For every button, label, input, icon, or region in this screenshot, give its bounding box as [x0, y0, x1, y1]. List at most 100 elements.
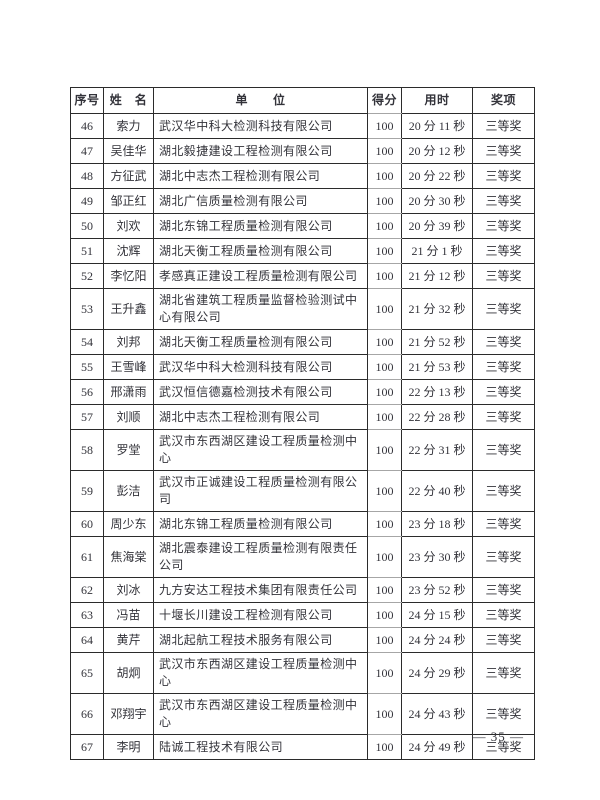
cell-no: 67 [70, 734, 104, 760]
cell-time: 24 分 24 秒 [401, 627, 473, 653]
cell-name: 刘顺 [103, 404, 154, 430]
table-row: 62 刘冰 九方安达工程技术集团有限责任公司 100 23 分 52 秒三等奖 [70, 577, 535, 603]
cell-time: 22 分 13 秒 [401, 379, 473, 405]
cell-no: 54 [70, 329, 104, 355]
cell-name: 王雪峰 [103, 354, 154, 380]
cell-award: 三等奖 [472, 163, 535, 189]
cell-name: 李忆阳 [103, 263, 154, 289]
cell-unit: 湖北东锦工程质量检测有限公司 [153, 511, 368, 537]
header-score: 得分 [367, 87, 402, 114]
cell-no: 58 [70, 429, 104, 471]
table-head: 序号姓 名单 位得分 用时 奖项 [70, 87, 535, 114]
cell-no: 63 [70, 602, 104, 628]
header-award: 奖项 [472, 87, 535, 114]
cell-score: 100 [367, 354, 402, 380]
cell-name: 刘冰 [103, 577, 154, 603]
cell-name: 邢潇雨 [103, 379, 154, 405]
cell-score: 100 [367, 379, 402, 405]
cell-unit: 湖北广信质量检测有限公司 [153, 188, 368, 214]
cell-name: 方征武 [103, 163, 154, 189]
header-no: 序号 [70, 87, 104, 114]
cell-score: 100 [367, 602, 402, 628]
cell-award: 三等奖 [472, 602, 535, 628]
cell-time: 23 分 18 秒 [401, 511, 473, 537]
table-row: 51 沈辉 湖北天衡工程质量检测有限公司 100 21 分 1 秒三等奖 [70, 238, 535, 264]
table-row: 48 方征武 湖北中志杰工程检测有限公司 100 20 分 22 秒三等奖 [70, 163, 535, 189]
table-row: 50 刘欢 湖北东锦工程质量检测有限公司 100 20 分 39 秒三等奖 [70, 213, 535, 239]
cell-name: 邓翔宇 [103, 693, 154, 735]
cell-name: 王升鑫 [103, 288, 154, 330]
page-number: — 35 — [472, 729, 524, 744]
cell-unit: 武汉恒信德嘉检测技术有限公司 [153, 379, 368, 405]
cell-award: 三等奖 [472, 627, 535, 653]
cell-no: 50 [70, 213, 104, 239]
cell-no: 46 [70, 113, 104, 139]
cell-no: 62 [70, 577, 104, 603]
table-row: 64 黄芹 湖北起航工程技术服务有限公司 100 24 分 24 秒三等奖 [70, 627, 535, 653]
cell-award: 三等奖 [472, 734, 535, 760]
cell-no: 47 [70, 138, 104, 164]
cell-award: 三等奖 [472, 238, 535, 264]
cell-score: 100 [367, 238, 402, 264]
table-row: 53 王升鑫 湖北省建筑工程质量监督检验测试中心有限公司 100 21 分 32 秒三等… [70, 288, 535, 330]
cell-unit: 湖北东锦工程质量检测有限公司 [153, 213, 368, 239]
cell-time: 23 分 52 秒 [401, 577, 473, 603]
table-row: 58 罗堂 武汉市东西湖区建设工程质量检测中心 100 22 分 31 秒三等奖 [70, 429, 535, 471]
cell-award: 三等奖 [472, 577, 535, 603]
table-row: 49 邹正红 湖北广信质量检测有限公司 100 20 分 30 秒三等奖 [70, 188, 535, 214]
cell-award: 三等奖 [472, 329, 535, 355]
cell-unit: 武汉市正诚建设工程质量检测有限公司 [153, 470, 368, 512]
cell-time: 20 分 30 秒 [401, 188, 473, 214]
cell-unit: 武汉市东西湖区建设工程质量检测中心 [153, 429, 368, 471]
cell-no: 55 [70, 354, 104, 380]
table-row: 47 吴佳华 湖北毅捷建设工程检测有限公司 100 20 分 12 秒三等奖 [70, 138, 535, 164]
cell-unit: 湖北天衡工程质量检测有限公司 [153, 238, 368, 264]
cell-no: 57 [70, 404, 104, 430]
cell-no: 49 [70, 188, 104, 214]
table-row: 56 邢潇雨 武汉恒信德嘉检测技术有限公司 100 22 分 13 秒三等奖 [70, 379, 535, 405]
cell-score: 100 [367, 536, 402, 578]
table-row: 65 胡炯 武汉市东西湖区建设工程质量检测中心 100 24 分 29 秒三等奖 [70, 652, 535, 694]
table-row: 61 焦海棠 湖北震泰建设工程质量检测有限责任公司 100 23 分 30 秒三等奖 [70, 536, 535, 578]
cell-time: 21 分 1 秒 [401, 238, 473, 264]
table-row: 63 冯苗 十堰长川建设工程检测有限公司 100 24 分 15 秒三等奖 [70, 602, 535, 628]
cell-award: 三等奖 [472, 288, 535, 330]
cell-name: 索力 [103, 113, 154, 139]
header-time: 用时 [401, 87, 473, 114]
cell-time: 22 分 31 秒 [401, 429, 473, 471]
cell-unit: 九方安达工程技术集团有限责任公司 [153, 577, 368, 603]
cell-time: 24 分 49 秒 [401, 734, 473, 760]
cell-unit: 湖北省建筑工程质量监督检验测试中心有限公司 [153, 288, 368, 330]
cell-no: 60 [70, 511, 104, 537]
cell-time: 24 分 15 秒 [401, 602, 473, 628]
cell-award: 三等奖 [472, 379, 535, 405]
cell-score: 100 [367, 429, 402, 471]
cell-score: 100 [367, 404, 402, 430]
cell-name: 吴佳华 [103, 138, 154, 164]
cell-unit: 武汉市东西湖区建设工程质量检测中心 [153, 652, 368, 694]
table-row: 46 索力 武汉华中科大检测科技有限公司 100 20 分 11 秒三等奖 [70, 113, 535, 139]
cell-award: 三等奖 [472, 652, 535, 694]
cell-name: 胡炯 [103, 652, 154, 694]
cell-score: 100 [367, 163, 402, 189]
cell-award: 三等奖 [472, 429, 535, 471]
cell-no: 56 [70, 379, 104, 405]
cell-no: 51 [70, 238, 104, 264]
cell-unit: 陆诚工程技术有限公司 [153, 734, 368, 760]
cell-time: 21 分 12 秒 [401, 263, 473, 289]
cell-award: 三等奖 [472, 263, 535, 289]
cell-time: 21 分 52 秒 [401, 329, 473, 355]
cell-time: 20 分 39 秒 [401, 213, 473, 239]
cell-score: 100 [367, 470, 402, 512]
cell-name: 彭洁 [103, 470, 154, 512]
cell-no: 64 [70, 627, 104, 653]
table-row: 67 李明 陆诚工程技术有限公司 100 24 分 49 秒三等奖 [70, 734, 535, 760]
cell-award: 三等奖 [472, 404, 535, 430]
cell-time: 21 分 32 秒 [401, 288, 473, 330]
cell-time: 22 分 28 秒 [401, 404, 473, 430]
cell-time: 20 分 22 秒 [401, 163, 473, 189]
cell-time: 23 分 30 秒 [401, 536, 473, 578]
cell-name: 刘邦 [103, 329, 154, 355]
cell-no: 61 [70, 536, 104, 578]
table-row: 60 周少东 湖北东锦工程质量检测有限公司 100 23 分 18 秒三等奖 [70, 511, 535, 537]
